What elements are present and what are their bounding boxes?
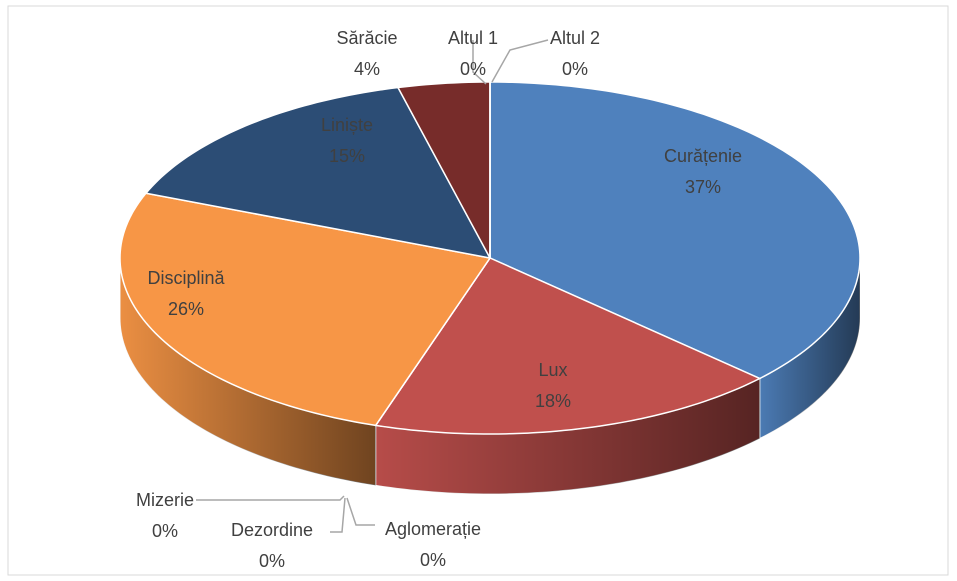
category-label: Mizerie	[136, 490, 194, 510]
leader-line	[472, 40, 487, 85]
slice	[489, 81, 861, 380]
value-label: 0%	[152, 521, 178, 541]
category-label: Disciplină	[147, 268, 225, 288]
value-label: 0%	[420, 550, 446, 570]
slice	[119, 192, 492, 427]
value-label: 0%	[259, 551, 285, 571]
category-label: Aglomerație	[385, 519, 481, 539]
slice-side-shade	[375, 378, 760, 494]
leader-line	[330, 497, 346, 533]
category-label: Liniște	[321, 115, 373, 135]
value-label: 18%	[535, 391, 571, 411]
pie-tops	[119, 81, 861, 435]
value-label: 15%	[329, 146, 365, 166]
value-label: 37%	[685, 177, 721, 197]
leader-line	[346, 497, 375, 526]
value-label: 0%	[460, 59, 486, 79]
leader-line	[491, 39, 549, 83]
leader-line	[196, 495, 345, 501]
pie-sides	[119, 257, 861, 495]
value-label: 4%	[354, 59, 380, 79]
slice-side-shade	[759, 258, 860, 439]
category-label: Altul 2	[550, 28, 600, 48]
category-label: Dezordine	[231, 520, 313, 540]
slice	[144, 86, 492, 260]
value-label: 26%	[168, 299, 204, 319]
category-label: Curățenie	[664, 146, 742, 166]
labels: Curățenie 37% Lux 18% Aglomerație 0% Dezordine…	[136, 28, 742, 571]
category-label: Sărăcie	[336, 28, 397, 48]
category-label: Altul 1	[448, 28, 498, 48]
category-label: Lux	[538, 360, 567, 380]
value-label: 0%	[562, 59, 588, 79]
slice-side-shade	[120, 258, 376, 486]
slice	[396, 81, 491, 259]
slice	[374, 257, 762, 435]
